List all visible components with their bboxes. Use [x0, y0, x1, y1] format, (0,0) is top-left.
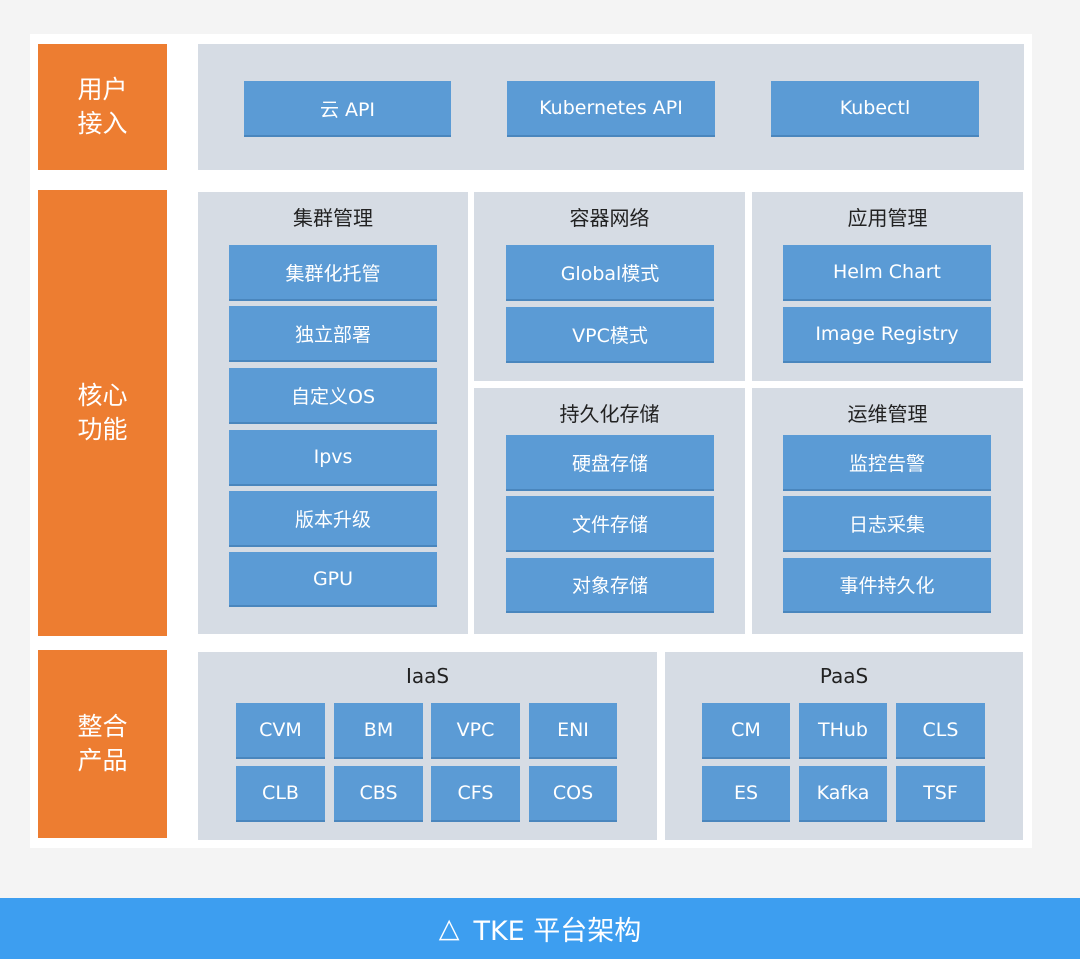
item-app: Image Registry — [783, 307, 991, 363]
item-network: Global模式 — [506, 245, 714, 301]
item-cluster: 独立部署 — [229, 306, 437, 362]
label-integration: 整合产品 — [38, 650, 167, 838]
item-paas: CM — [702, 703, 790, 759]
label-text: 用户接入 — [77, 75, 128, 138]
item-iaas: CLB — [236, 766, 325, 822]
item-cluster: 集群化托管 — [229, 245, 437, 301]
item-network: VPC模式 — [506, 307, 714, 363]
caption-text: TKE 平台架构 — [473, 916, 642, 947]
label-core: 核心功能 — [38, 190, 167, 636]
item-cluster: 自定义OS — [229, 368, 437, 424]
item-storage: 硬盘存储 — [506, 435, 714, 491]
panel-title: 集群管理 — [293, 206, 373, 230]
item-iaas: BM — [334, 703, 423, 759]
item-paas: CLS — [896, 703, 985, 759]
panel-title: 运维管理 — [847, 402, 928, 426]
item-iaas: COS — [529, 766, 617, 822]
label-text: 整合产品 — [77, 712, 128, 775]
panel-title: 持久化存储 — [559, 402, 660, 426]
item-iaas: CFS — [431, 766, 520, 822]
triangle-icon: △ — [438, 913, 460, 944]
panel-title: IaaS — [405, 664, 450, 688]
panel-title: PaaS — [819, 664, 869, 688]
item-kubernetes-api: Kubernetes API — [507, 81, 715, 137]
item-storage: 对象存储 — [506, 558, 714, 613]
item-paas: Kafka — [799, 766, 887, 822]
panel-title: 容器网络 — [569, 206, 650, 230]
item-ops: 监控告警 — [783, 435, 991, 491]
item-paas: THub — [799, 703, 887, 759]
item-cloud-api: 云 API — [244, 81, 451, 137]
item-ops: 事件持久化 — [783, 558, 991, 613]
item-app: Helm Chart — [783, 245, 991, 301]
item-paas: ES — [702, 766, 790, 822]
panel-title: 应用管理 — [847, 206, 928, 230]
item-paas: TSF — [896, 766, 985, 822]
item-cluster: 版本升级 — [229, 491, 437, 547]
caption-bar: △ TKE 平台架构 — [0, 898, 1080, 959]
item-cluster: GPU — [229, 552, 437, 607]
label-text: 核心功能 — [77, 381, 128, 444]
item-iaas: CVM — [236, 703, 325, 759]
item-iaas: ENI — [529, 703, 617, 759]
item-kubectl: Kubectl — [771, 81, 979, 137]
label-user-access: 用户接入 — [38, 44, 167, 170]
item-iaas: VPC — [431, 703, 520, 759]
item-storage: 文件存储 — [506, 496, 714, 552]
item-ops: 日志采集 — [783, 496, 991, 552]
item-iaas: CBS — [334, 766, 423, 822]
item-cluster: Ipvs — [229, 430, 437, 486]
